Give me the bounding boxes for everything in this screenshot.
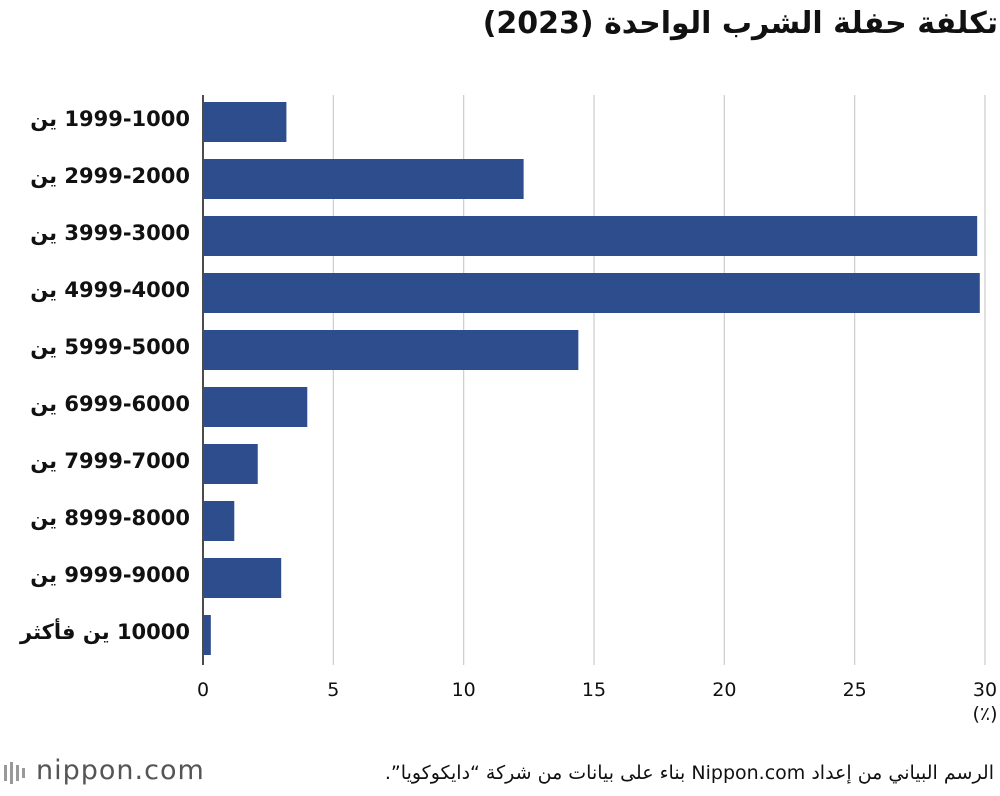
y-tick-label: 6999-6000 ين [30,392,190,416]
y-tick-label: 10000 ين فأكثر [20,620,190,644]
x-tick-label: 15 [582,679,606,701]
x-unit: (٪) [972,703,997,725]
y-tick-label: 3999-3000 ين [30,221,190,245]
bar [203,216,978,256]
bar [203,558,282,598]
y-tick-label: 2999-2000 ين [30,164,190,188]
y-tick-label: 1999-1000 ين [30,107,190,131]
y-tick-label: 9999-9000 ين [30,563,190,587]
x-tick-label: 0 [197,679,209,701]
bar [203,444,258,484]
x-tick-label: 20 [712,679,736,701]
x-tick-label: 25 [843,679,867,701]
bar [203,387,308,427]
bar [203,159,524,199]
y-tick-label: 7999-7000 ين [30,449,190,473]
x-tick-label: 30 [973,679,997,701]
y-tick-label: 4999-4000 ين [30,278,190,302]
bar [203,615,211,655]
chart-title: تكلفة حفلة الشرب الواحدة (2023) [482,6,998,41]
source-note: الرسم البياني من إعداد Nippon.com بناء ع… [384,762,994,784]
y-tick-label: 8999-8000 ين [30,506,190,530]
logo: nippon.com [36,755,205,786]
bar [203,273,980,313]
bar [203,501,235,541]
x-tick-label: 10 [452,679,476,701]
y-tick-label: 5999-5000 ين [30,335,190,359]
bar [203,102,287,142]
logo-icon [4,762,25,784]
bar [203,330,579,370]
x-tick-label: 5 [327,679,339,701]
